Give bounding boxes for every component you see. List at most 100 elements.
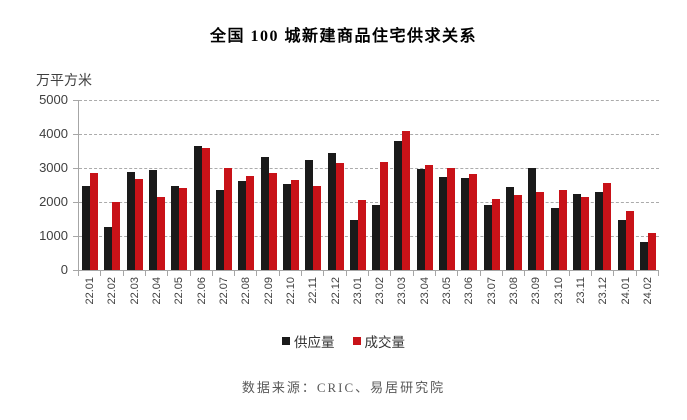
gridline <box>79 168 659 169</box>
x-axis-tick <box>524 271 526 276</box>
gridline <box>79 202 659 203</box>
y-axis-line <box>78 100 79 271</box>
y-axis-tick-label: 4000 <box>39 126 68 141</box>
bar-transaction <box>223 168 232 270</box>
bar-supply <box>372 205 381 270</box>
bar-supply <box>171 185 180 270</box>
bar-supply <box>238 180 247 270</box>
x-axis-tick <box>412 271 414 276</box>
transaction-swatch-icon <box>352 337 361 345</box>
data-source-caption: 数据来源：CRIC、易居研究院 <box>241 380 446 395</box>
x-axis-tick <box>613 271 615 276</box>
bar-group <box>302 100 324 270</box>
supply-swatch-icon <box>282 337 290 345</box>
x-axis-tick <box>234 271 236 276</box>
y-axis-unit-label: 万平方米 <box>36 72 92 88</box>
bar-supply <box>126 172 135 270</box>
bar-group <box>347 100 369 270</box>
x-axis-tick <box>189 271 191 276</box>
x-axis-label: 22.08 <box>240 277 253 305</box>
x-axis-tick <box>568 271 570 276</box>
x-axis-label: 22.02 <box>106 277 119 305</box>
bar-transaction <box>313 186 322 270</box>
x-axis-tick <box>301 271 303 276</box>
x-axis-tick <box>635 271 637 276</box>
x-axis-label: 22.09 <box>262 277 275 305</box>
bar-group <box>257 100 279 270</box>
bar-group <box>146 100 168 270</box>
bar-supply <box>617 220 626 270</box>
bar-transaction <box>357 199 366 270</box>
x-axis-tick <box>144 271 146 276</box>
bar-group <box>414 100 436 270</box>
legend: 供应量 成交量 <box>0 331 687 351</box>
x-axis-tick <box>211 271 213 276</box>
bar-supply <box>215 190 224 270</box>
x-axis-line <box>78 270 659 271</box>
bar-group <box>547 100 569 270</box>
bar-group <box>614 100 636 270</box>
bar-transaction <box>380 162 389 270</box>
bar-group <box>79 100 101 270</box>
bar-transaction <box>402 130 411 270</box>
y-axis-tick-label: 3000 <box>39 160 68 175</box>
bar-supply <box>639 242 648 270</box>
bar-group <box>525 100 547 270</box>
bar-transaction <box>290 179 299 270</box>
y-axis-tick-label: 5000 <box>39 92 68 107</box>
legend-item-transaction: 成交量 <box>352 331 405 351</box>
bar-group <box>101 100 123 270</box>
bar-transaction <box>335 162 344 270</box>
bar-supply <box>416 169 425 270</box>
bar-group <box>436 100 458 270</box>
bar-group <box>168 100 190 270</box>
bar-group <box>235 100 257 270</box>
x-axis-tick <box>345 271 347 276</box>
x-axis-tick <box>368 271 369 276</box>
bar-transaction <box>179 188 188 270</box>
x-axis-tick <box>122 271 124 276</box>
x-axis-tick <box>457 271 459 276</box>
bar-transaction <box>625 211 634 270</box>
bar-supply <box>282 183 291 270</box>
bar-transaction <box>558 190 567 270</box>
bar-supply <box>149 169 158 270</box>
bar-supply <box>550 208 559 270</box>
x-axis-tick <box>658 271 659 276</box>
bar-transaction <box>201 148 210 270</box>
x-axis-tick <box>256 271 258 276</box>
x-axis-label: 22.04 <box>151 277 164 305</box>
bar-group <box>191 100 213 270</box>
bar-transaction <box>536 191 545 270</box>
bar-group <box>503 100 525 270</box>
bar-group <box>391 100 413 270</box>
x-axis-tick <box>278 271 280 276</box>
x-axis-tick <box>78 271 79 276</box>
bar-transaction <box>469 174 478 270</box>
x-axis-label: 23.06 <box>463 277 476 305</box>
x-axis-label: 23.07 <box>485 277 498 305</box>
bar-group <box>369 100 391 270</box>
x-axis-label: 23.01 <box>351 277 364 305</box>
x-axis-label: 23.02 <box>374 277 387 305</box>
x-axis-label: 24.01 <box>619 277 632 305</box>
x-axis-tick <box>479 271 481 276</box>
bar-transaction <box>268 173 277 270</box>
gridline <box>79 236 659 237</box>
chart-title: 全国 100 城新建商品住宅供求关系 <box>209 28 477 45</box>
bar-supply <box>439 177 448 270</box>
x-axis-label: 22.10 <box>284 277 297 305</box>
bar-supply <box>305 159 314 270</box>
bar-supply <box>572 193 581 270</box>
x-axis-tick <box>591 271 593 276</box>
x-axis-label: 23.03 <box>396 277 409 305</box>
bar-transaction <box>246 175 255 270</box>
bar-supply <box>193 145 202 270</box>
x-axis-tick <box>100 271 102 276</box>
x-axis-label: 24.02 <box>641 277 654 305</box>
legend-item-supply: 供应量 <box>282 331 335 351</box>
bar-transaction <box>90 173 99 270</box>
x-axis-label: 22.05 <box>173 277 186 305</box>
bar-group <box>280 100 302 270</box>
